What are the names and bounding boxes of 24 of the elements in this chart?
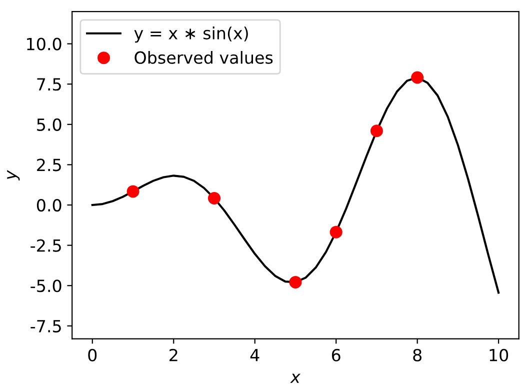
x-tick-label: 10	[490, 348, 508, 362]
y-tick-label: -5.0	[30, 280, 62, 292]
x-tick-label: 8	[413, 348, 422, 362]
x-tick-label: 2	[170, 348, 178, 362]
y-tick-label: 10.0	[27, 38, 62, 50]
y-axis-title: y	[7, 170, 20, 181]
y-tick-label: -2.5	[30, 239, 61, 252]
y-tick-label: 7.5	[37, 78, 61, 91]
x-axis-title: x	[290, 374, 301, 383]
legend-label: y = x ∗ sin(x)	[134, 26, 248, 43]
point	[411, 71, 424, 84]
point	[126, 185, 140, 198]
point	[289, 276, 302, 288]
point	[330, 226, 342, 238]
y-tick-label: 5.0	[37, 118, 62, 131]
point	[208, 192, 220, 204]
point	[370, 124, 383, 138]
x-tick-label: 0	[88, 348, 97, 362]
y-tick-label: 2.5	[37, 158, 61, 172]
y-tick-label: 0.0	[36, 198, 62, 212]
x-tick-label: 4	[250, 349, 260, 362]
y-tick-label: -7.5	[30, 320, 61, 332]
legend-label: Observed values	[134, 51, 273, 64]
x-tick-label: 6	[332, 348, 340, 362]
